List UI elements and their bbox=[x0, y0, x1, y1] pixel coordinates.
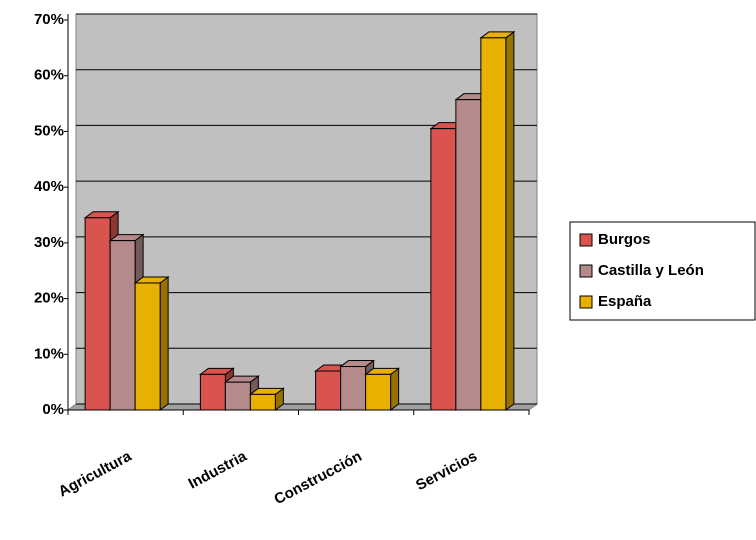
bar-side bbox=[390, 367, 400, 411]
bar bbox=[109, 240, 136, 411]
bar bbox=[430, 128, 457, 411]
bar-side bbox=[505, 30, 515, 411]
y-tick-label: 40% bbox=[34, 178, 64, 195]
legend-label: Burgos bbox=[598, 231, 651, 248]
bar bbox=[480, 37, 507, 411]
y-tick-label: 10% bbox=[34, 345, 64, 362]
x-tick-label: Industria bbox=[186, 447, 250, 492]
legend-swatch bbox=[579, 233, 593, 247]
legend-swatch bbox=[579, 295, 593, 309]
x-tick-label: Servicios bbox=[413, 448, 480, 494]
legend-swatch bbox=[579, 264, 593, 278]
bar bbox=[365, 373, 392, 411]
y-tick-label: 20% bbox=[34, 290, 64, 307]
bar bbox=[224, 381, 251, 411]
legend-label: Castilla y León bbox=[598, 262, 704, 279]
bar bbox=[199, 373, 226, 411]
bar bbox=[134, 282, 161, 411]
bar-side bbox=[159, 275, 169, 411]
bar bbox=[340, 366, 367, 411]
y-tick-label: 30% bbox=[34, 234, 64, 251]
bar bbox=[249, 393, 276, 411]
legend bbox=[569, 221, 756, 321]
x-tick-label: Agricultura bbox=[56, 447, 135, 500]
bar bbox=[315, 370, 342, 411]
x-tick-label: Construcción bbox=[271, 448, 364, 508]
y-tick-label: 60% bbox=[34, 67, 64, 84]
bar bbox=[84, 217, 111, 411]
y-tick-label: 0% bbox=[42, 401, 64, 418]
y-tick-label: 50% bbox=[34, 122, 64, 139]
legend-label: España bbox=[598, 293, 652, 310]
bar bbox=[455, 99, 482, 411]
y-tick-label: 70% bbox=[34, 11, 64, 28]
